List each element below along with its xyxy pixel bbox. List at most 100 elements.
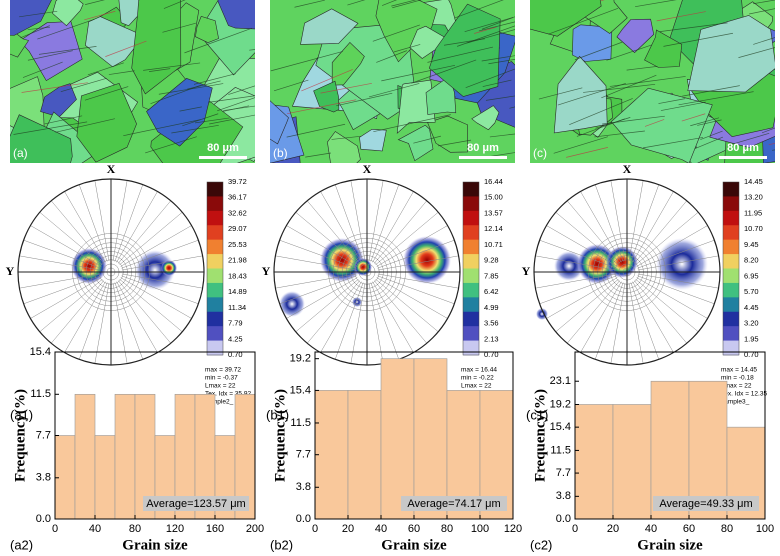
boundary — [626, 66, 658, 71]
bar — [114, 393, 136, 520]
bar — [380, 358, 415, 520]
colorbar-label: 21.98 — [228, 256, 247, 265]
pf-grid — [334, 282, 364, 360]
boundary — [681, 113, 706, 122]
pf-grid — [64, 191, 106, 263]
boundary — [697, 119, 722, 126]
boundary — [38, 46, 97, 55]
x-tick-label: 120 — [166, 523, 184, 535]
pf-grid — [320, 281, 362, 353]
colorbar-band — [723, 239, 739, 255]
boundary — [553, 136, 609, 154]
x-axis-label: Grain size — [637, 537, 703, 553]
colorbar-label: 11.34 — [228, 303, 246, 312]
boundary — [427, 46, 494, 63]
x-axis-label: Grain size — [122, 537, 188, 553]
colorbar-band — [207, 268, 223, 284]
map-label: (a) — [13, 146, 28, 160]
scale-text: 80 μm — [207, 142, 239, 154]
boundary — [21, 82, 88, 93]
scale-text: 80 μm — [727, 142, 759, 154]
colorbar-label: 7.85 — [484, 271, 499, 280]
pf-y-label: Y — [522, 264, 531, 278]
boundary — [287, 99, 357, 115]
bar — [413, 358, 448, 520]
boundary — [336, 92, 393, 107]
x-tick-label: 60 — [408, 523, 420, 535]
scale-text: 80 μm — [467, 142, 499, 154]
colorbar-band — [463, 254, 479, 269]
ebsd-map: (b) 80 μm — [270, 0, 515, 163]
colorbar-band — [463, 326, 479, 342]
pf-grid — [377, 273, 459, 289]
pf-grid — [372, 191, 414, 263]
boundary — [273, 79, 309, 92]
y-tick-label: 19.2 — [550, 398, 571, 410]
boundary — [606, 44, 652, 61]
boundary — [84, 86, 129, 101]
boundary — [489, 133, 515, 138]
grain — [471, 105, 500, 131]
colorbar-label: 13.20 — [744, 193, 763, 202]
boundary — [663, 32, 734, 47]
intensity-blob — [554, 251, 584, 281]
pf-grid — [295, 278, 359, 332]
colorbar-band — [723, 340, 739, 356]
colorbar-label: 4.45 — [744, 303, 759, 312]
pf-stats: sample3_ — [721, 399, 750, 406]
pf-grid — [375, 278, 439, 332]
boundary — [481, 17, 514, 30]
boundary — [270, 51, 343, 72]
colorbar-label: 0.70 — [484, 350, 499, 359]
boundary — [163, 0, 186, 9]
y-tick-label: 11.5 — [290, 417, 311, 429]
boundary — [538, 87, 583, 100]
boundary — [490, 152, 515, 157]
boundary — [108, 70, 135, 75]
pf-grid — [117, 280, 171, 344]
pf-grid — [594, 184, 624, 262]
y-tick-label: 7.7 — [296, 449, 311, 461]
boundary — [413, 135, 442, 144]
ebsd-map: (a) 80 μm — [10, 0, 255, 163]
colorbar-label: 25.53 — [228, 240, 247, 249]
colorbar-band — [463, 297, 479, 313]
boundary — [347, 0, 366, 6]
boundary — [411, 59, 477, 84]
pf-grid — [637, 255, 719, 271]
ebsd-map: (c) 80 μm — [530, 0, 775, 163]
boundary — [294, 0, 325, 8]
x-tick-label: 80 — [721, 523, 733, 535]
map-texture — [10, 0, 255, 163]
grain — [327, 131, 361, 163]
pf-grid — [377, 239, 455, 269]
pole-figure: X Y 39.72 36.17 32.62 29.07 25.53 21.98 18.43 14.… — [6, 162, 252, 423]
boundary — [753, 37, 775, 45]
pf-grid — [632, 281, 674, 353]
boundary — [372, 24, 420, 42]
pf-grid — [112, 180, 128, 262]
pf-grid — [117, 200, 171, 264]
colorbar-label: 3.56 — [484, 319, 499, 328]
pf-grid — [610, 180, 626, 262]
x-tick-label: 20 — [607, 523, 619, 535]
pf-grid — [119, 212, 183, 266]
pf-grid — [116, 191, 158, 263]
pf-grid — [567, 280, 621, 344]
colorbar-label: 6.42 — [484, 287, 499, 296]
pf-grid — [375, 212, 439, 266]
y-axis-label: Frequency(%) — [532, 389, 548, 482]
pf-grid — [121, 255, 203, 271]
boundary — [301, 69, 353, 92]
colorbar-band — [207, 182, 223, 197]
colorbar-band — [463, 182, 479, 197]
pf-grid — [120, 277, 192, 319]
colorbar-band — [207, 311, 223, 327]
annotation: Average=49.33 μm — [659, 498, 752, 510]
intensity-blob — [71, 248, 107, 284]
pf-grid — [555, 212, 619, 266]
colorbar-band — [723, 311, 739, 327]
grain — [616, 18, 655, 54]
scale-bar — [199, 156, 247, 159]
